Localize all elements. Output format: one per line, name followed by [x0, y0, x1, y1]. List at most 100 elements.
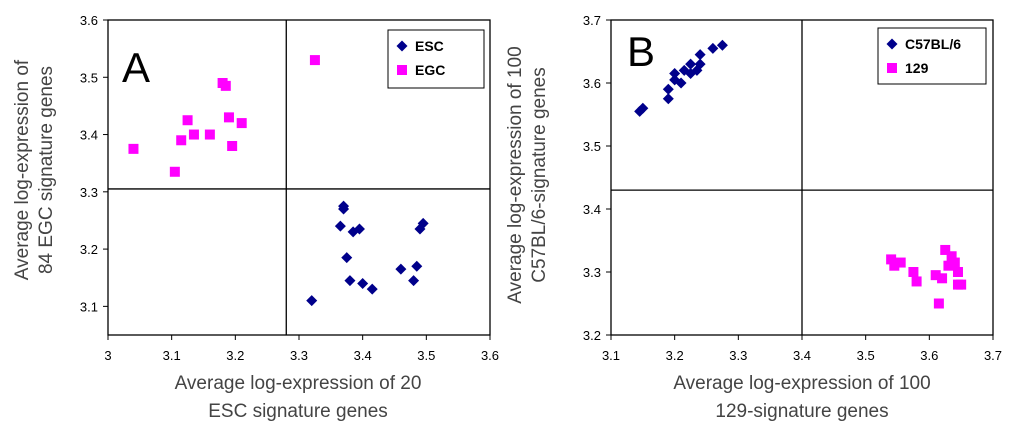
data-point-square	[169, 166, 180, 177]
data-point-diamond	[707, 42, 719, 54]
data-point-square	[220, 80, 231, 91]
legend-label: EGC	[415, 62, 445, 78]
data-point-square	[956, 279, 967, 290]
x-tick-label: 3.2	[666, 348, 684, 363]
x-axis-label: Average log-expression of 20	[175, 373, 422, 394]
data-point-square	[946, 251, 957, 262]
data-point-diamond	[338, 200, 350, 212]
x-tick-label: 3.3	[729, 348, 747, 363]
legend: C57BL/6 129	[877, 27, 987, 85]
data-point-square	[223, 112, 234, 123]
x-tick-label: 3.1	[602, 348, 620, 363]
x-tick-label: 3.5	[857, 348, 875, 363]
data-point-square	[227, 141, 238, 151]
data-point-square	[940, 244, 951, 255]
data-point-square	[188, 129, 199, 140]
data-point-diamond	[366, 283, 378, 295]
data-point-diamond	[408, 275, 420, 287]
legend-marker-square	[887, 63, 897, 73]
data-point-square	[908, 267, 919, 277]
data-point-square	[204, 129, 215, 140]
y-tick-label: 3.4	[583, 202, 601, 217]
x-tick-label: 3.5	[417, 348, 435, 363]
y-axis-label: Average log-expression of 100	[505, 46, 526, 303]
y-tick-label: 3.6	[80, 13, 98, 28]
y-tick-label: 3.4	[80, 128, 98, 143]
data-point-diamond	[411, 260, 423, 272]
y-tick-label: 3.1	[80, 299, 98, 314]
data-point-square	[949, 257, 960, 268]
y-axis-label: 84 EGC signature genes	[36, 66, 57, 274]
data-point-square	[930, 270, 941, 281]
legend-label: 129	[905, 60, 929, 76]
legend: ESC EGC	[387, 29, 485, 89]
y-tick-label: 3.5	[583, 139, 601, 154]
data-point-square	[933, 298, 944, 309]
data-point-square	[889, 260, 900, 271]
x-axis-label: 129-signature genes	[715, 401, 888, 422]
y-tick-label: 3.5	[80, 70, 98, 85]
panel-letter: A	[122, 44, 150, 91]
data-point-diamond	[417, 217, 429, 229]
x-axis-label: Average log-expression of 100	[673, 373, 930, 394]
legend-box	[877, 27, 987, 85]
data-point-diamond	[669, 68, 681, 80]
x-tick-label: 3.6	[481, 348, 499, 363]
y-axis-label: Average log-expression of	[12, 59, 33, 280]
data-point-square	[886, 254, 897, 265]
data-point-diamond	[675, 77, 687, 89]
data-point-diamond	[662, 93, 674, 105]
data-point-square	[952, 267, 963, 277]
data-point-diamond	[341, 252, 353, 264]
legend-label: ESC	[415, 38, 444, 54]
y-tick-label: 3.3	[583, 265, 601, 280]
data-point-diamond	[637, 102, 649, 114]
data-point-square	[911, 276, 922, 287]
legend-marker-diamond	[396, 40, 408, 52]
data-point-diamond	[353, 223, 365, 235]
y-tick-label: 3.6	[583, 76, 601, 91]
data-point-square	[236, 118, 247, 129]
data-point-diamond	[694, 49, 706, 61]
y-tick-label: 3.3	[80, 185, 98, 200]
x-tick-label: 3	[104, 348, 111, 363]
data-point-square	[128, 143, 139, 154]
x-axis-label: ESC signature genes	[208, 401, 388, 422]
x-tick-label: 3.3	[290, 348, 308, 363]
x-tick-label: 3.4	[793, 348, 811, 363]
data-point-diamond	[344, 275, 356, 287]
y-tick-label: 3.2	[583, 328, 601, 343]
data-point-diamond	[685, 58, 697, 70]
y-tick-label: 3.7	[583, 13, 601, 28]
data-point-square	[895, 257, 906, 268]
data-point-diamond	[306, 295, 318, 307]
legend-marker-diamond	[886, 38, 898, 50]
data-point-diamond	[716, 39, 728, 51]
data-point-square	[182, 115, 193, 126]
series-esc	[306, 200, 429, 307]
x-tick-label: 3.4	[354, 348, 372, 363]
data-point-diamond	[357, 277, 369, 289]
data-point-diamond	[334, 220, 346, 232]
data-point-diamond	[694, 58, 706, 70]
panel-a: 3 3.1 3.2 3.3 3.4 3.5 3.6 3.1 3.2 3.3 3.4 3.5 3.6 Ave…	[12, 13, 499, 422]
y-axis-label: C57BL/6-signature genes	[529, 67, 550, 282]
legend-marker-square	[397, 65, 407, 75]
data-point-square	[937, 273, 948, 284]
legend-label: C57BL/6	[905, 36, 961, 52]
x-tick-label: 3.6	[920, 348, 938, 363]
x-tick-label: 3.2	[226, 348, 244, 363]
data-point-square	[309, 55, 320, 66]
x-tick-label: 3.1	[163, 348, 181, 363]
series-129	[886, 244, 967, 309]
y-tick-label: 3.2	[80, 242, 98, 257]
panel-b: 3.1 3.2 3.3 3.4 3.5 3.6 3.73.23.33.43.53.63.7A…	[505, 13, 1002, 422]
data-point-diamond	[662, 83, 674, 95]
legend-box	[387, 29, 485, 89]
x-tick-label: 3.7	[984, 348, 1002, 363]
series-egc	[128, 55, 320, 177]
series-c57bl-6	[634, 39, 728, 117]
data-point-square	[943, 260, 954, 271]
panel-letter: B	[627, 28, 655, 75]
